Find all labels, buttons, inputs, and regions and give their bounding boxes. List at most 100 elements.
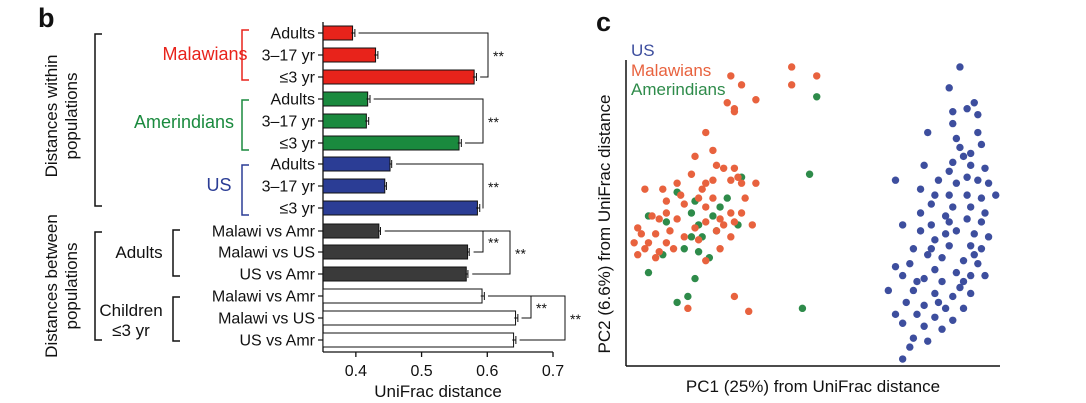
scatter-point-us [945, 218, 953, 226]
scatter-point-us [931, 191, 939, 199]
scatter-point-us [974, 128, 982, 137]
scatter-point-us [952, 227, 961, 235]
scatter-point-malawians [702, 218, 710, 226]
scatter-point-malawians [641, 245, 649, 253]
subgroup-label: Children [99, 301, 162, 320]
scatter-point-us [966, 271, 975, 280]
scatter-point-us [924, 128, 932, 137]
scatter-chart-panel: PC1 (25%) from UniFrac distance PC2 (6.6%… [595, 41, 1000, 396]
scatter-point-us [898, 355, 907, 363]
scatter-point-amerindians [694, 248, 703, 256]
scatter-point-us [891, 176, 900, 184]
scatter-point-us [959, 277, 968, 286]
bar-category-label: 3–17 yr [262, 48, 316, 65]
bar-category-label: Adults [271, 157, 315, 174]
scatter-point-us [945, 167, 953, 175]
scatter-point-malawians [752, 96, 760, 104]
scatter-point-us [916, 209, 925, 217]
scatter-point-us [909, 245, 918, 253]
scatter-point-us [977, 218, 986, 226]
scatter-y-title: PC2 (6.6%) from UniFrac distance [595, 95, 614, 354]
scatter-point-amerindians [684, 292, 692, 301]
scatter-point-us [920, 301, 928, 310]
legend-entry: Amerindians [631, 80, 726, 99]
scatter-point-us [952, 134, 961, 143]
scatter-point-malawians [644, 239, 653, 247]
bar-category-label: Adults [271, 26, 315, 43]
bar [322, 91, 369, 107]
scatter-point-us [906, 259, 914, 268]
scatter-point-malawians [716, 215, 724, 223]
scatter-point-us [952, 268, 961, 277]
scatter-point-malawians [787, 81, 796, 89]
significance-stars: ** [488, 114, 499, 130]
scatter-point-malawians [677, 191, 685, 199]
bar [322, 135, 460, 151]
scatter-point-malawians [669, 245, 678, 253]
scatter-point-us [931, 289, 939, 298]
scatter-point-us [966, 203, 975, 211]
legend-entry: US [631, 41, 655, 60]
scatter-point-us [981, 164, 989, 172]
significance-bracket [358, 32, 489, 78]
bar [322, 266, 467, 282]
scatter-point-malawians [673, 179, 681, 187]
scatter-point-malawians [737, 81, 746, 89]
scatter-point-amerindians [687, 233, 696, 241]
bar [322, 200, 478, 216]
x-tick-label: 0.6 [476, 363, 498, 380]
scatter-point-malawians [694, 194, 703, 202]
scatter-point-us [970, 99, 978, 107]
scatter-point-us [956, 283, 964, 292]
group-bracket [94, 231, 102, 341]
scatter-point-malawians [651, 254, 660, 262]
scatter-point-malawians [694, 236, 703, 244]
scatter-point-us [977, 140, 986, 149]
scatter-point-us [931, 236, 939, 244]
scatter-point-us [977, 194, 986, 202]
bar-chart-panel: 0.4 0.5 0.6 0.7 UniFrac distance Adults 3–17 y… [42, 22, 581, 401]
scatter-point-us [981, 271, 989, 280]
scatter-point-us [898, 221, 907, 229]
bar-category-label: ≤3 yr [280, 70, 316, 87]
scatter-point-us [934, 298, 943, 307]
subgroup-bracket [241, 164, 249, 216]
subgroup-label: Malawians [162, 44, 247, 64]
x-tick-label: 0.4 [345, 363, 367, 380]
scatter-point-malawians [630, 239, 638, 247]
scatter-point-us [945, 84, 953, 92]
scatter-point-malawians [702, 128, 710, 137]
scatter-point-us [974, 176, 982, 184]
scatter-point-us [941, 230, 950, 238]
scatter-point-us [931, 265, 939, 274]
scatter-point-us [984, 179, 993, 187]
scatter-point-us [938, 277, 946, 286]
scatter-point-malawians [716, 245, 724, 253]
scatter-point-us [927, 245, 935, 253]
group-label-within-line: populations [62, 73, 81, 160]
bar-category-label: Malawi vs US [218, 245, 315, 262]
significance-stars: ** [488, 179, 499, 195]
scatter-point-us [963, 173, 971, 181]
scatter-point-malawians [680, 200, 688, 208]
scatter-point-malawians [680, 233, 688, 241]
scatter-point-us [898, 319, 907, 327]
scatter-point-us [949, 292, 957, 301]
group-label-within-line: Distances within [42, 55, 61, 178]
scatter-point-malawians [659, 185, 667, 193]
scatter-point-us [966, 161, 975, 170]
scatter-point-us [891, 262, 900, 271]
significance-stars: ** [570, 311, 581, 327]
x-tick-label: 0.7 [542, 363, 564, 380]
scatter-point-us [909, 334, 918, 342]
scatter-point-malawians [702, 179, 710, 187]
bar [322, 244, 469, 260]
scatter-point-malawians [745, 307, 753, 316]
scatter-point-amerindians [798, 304, 807, 313]
scatter-point-us [956, 143, 964, 152]
scatter-point-us [959, 304, 968, 313]
scatter-point-malawians [748, 221, 756, 229]
bar-category-label: ≤3 yr [280, 136, 316, 153]
subgroup-label: Amerindians [134, 112, 234, 132]
scatter-point-us [938, 325, 946, 333]
